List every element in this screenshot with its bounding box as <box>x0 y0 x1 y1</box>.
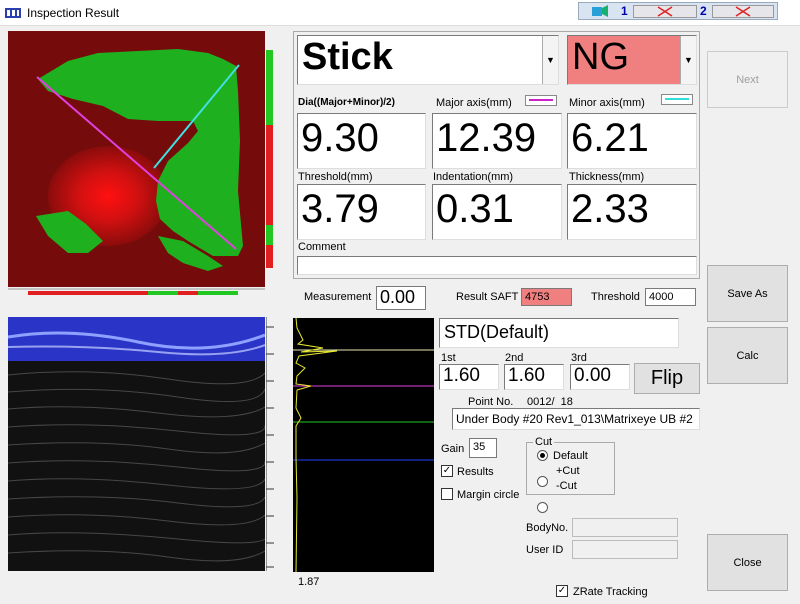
cut-plus-radio[interactable] <box>537 476 548 487</box>
gain-label: Gain <box>441 443 465 455</box>
comment-label: Comment <box>298 241 346 253</box>
results-checkbox-label: Results <box>457 466 494 478</box>
thickness-label: Thickness(mm) <box>569 171 645 183</box>
major-axis-swatch <box>525 95 557 106</box>
ascan-signal[interactable] <box>293 318 434 572</box>
third-input[interactable]: 0.00 <box>570 364 630 390</box>
chevron-down-icon[interactable]: ▼ <box>542 36 558 84</box>
threshold-label: Threshold(mm) <box>298 171 373 183</box>
saft-label: Result SAFT <box>456 291 519 303</box>
threshold-value: 3.79 <box>297 184 426 240</box>
indentation-label: Indentation(mm) <box>433 171 514 183</box>
third-label: 3rd <box>571 352 587 364</box>
probe-icon <box>592 5 608 17</box>
userid-label: User ID <box>526 544 564 556</box>
cscan-horizontal-profile <box>8 288 265 295</box>
close-button[interactable]: Close <box>707 534 788 591</box>
cut-plus-label: +Cut <box>556 465 580 477</box>
second-input[interactable]: 1.60 <box>504 364 564 390</box>
disconnected-icon <box>735 6 751 17</box>
margin-circle-label: Margin circle <box>457 489 520 501</box>
point-value: 0012/ 18 <box>527 396 573 408</box>
judgment-value: NG <box>572 36 629 78</box>
dia-value: 9.30 <box>297 113 426 169</box>
std-value[interactable]: STD(Default) <box>439 318 679 348</box>
disconnected-icon <box>657 6 673 17</box>
zrate-tracking-checkbox[interactable]: ✓ <box>556 585 568 597</box>
result-group <box>293 31 700 279</box>
bodyno-input[interactable] <box>572 518 678 537</box>
saft-threshold-label: Threshold <box>591 291 640 303</box>
chevron-down-icon[interactable]: ▼ <box>680 36 696 84</box>
next-button[interactable]: Next <box>707 51 788 108</box>
thickness-value: 2.33 <box>567 184 697 240</box>
minor-axis-label: Minor axis(mm) <box>569 97 645 109</box>
type-dropdown[interactable]: Stick ▼ <box>297 35 559 85</box>
app-icon <box>5 8 21 18</box>
minor-axis-value: 6.21 <box>567 113 697 169</box>
slot-2-label: 2 <box>700 4 707 18</box>
depth-ruler <box>266 317 274 571</box>
saft-threshold-input[interactable]: 4000 <box>645 288 696 306</box>
ascan-bottom-value: 1.87 <box>298 576 320 588</box>
cscan-image[interactable] <box>8 31 265 287</box>
path-field[interactable]: Under Body #20 Rev1_013\Matrixeye UB #2 <box>452 408 700 430</box>
probe-status-bar: 1 2 <box>578 2 778 20</box>
comment-input[interactable] <box>297 256 697 275</box>
bscan-image[interactable] <box>8 317 265 571</box>
major-axis-label: Major axis(mm) <box>436 97 512 109</box>
save-as-button[interactable]: Save As <box>707 265 788 322</box>
dia-label: Dia((Major+Minor)/2) <box>298 97 395 108</box>
cut-default-radio[interactable] <box>537 450 548 461</box>
slot-1-label: 1 <box>621 4 628 18</box>
title-bar: Inspection Result 1 2 <box>0 0 800 26</box>
judgment-dropdown[interactable]: NG ▼ <box>567 35 697 85</box>
calc-button[interactable]: Calc <box>707 327 788 384</box>
first-input[interactable]: 1.60 <box>439 364 499 390</box>
saft-value: 4753 <box>521 288 572 306</box>
measurement-label: Measurement <box>304 291 372 303</box>
cut-minus-label: -Cut <box>556 480 577 492</box>
type-value: Stick <box>302 36 393 78</box>
second-label: 2nd <box>505 352 524 364</box>
margin-circle-checkbox[interactable] <box>441 488 453 500</box>
cut-minus-radio[interactable] <box>537 502 548 513</box>
bodyno-label: BodyNo. <box>526 522 569 534</box>
cscan-vertical-profile <box>266 50 273 268</box>
cut-default-label: Default <box>553 450 588 462</box>
window-title: Inspection Result <box>27 6 120 20</box>
cut-group <box>526 442 615 495</box>
measurement-input[interactable]: 0.00 <box>376 286 426 310</box>
indentation-value: 0.31 <box>432 184 562 240</box>
cut-label: Cut <box>533 436 555 448</box>
slot-2-status[interactable] <box>712 5 774 18</box>
results-checkbox[interactable]: ✓ <box>441 465 453 477</box>
gain-input[interactable]: 35 <box>469 438 497 458</box>
userid-input[interactable] <box>572 540 678 559</box>
major-axis-value: 12.39 <box>432 113 562 169</box>
zrate-tracking-label: ZRate Tracking <box>573 586 648 598</box>
first-label: 1st <box>441 352 456 364</box>
flip-button[interactable]: Flip <box>634 363 700 394</box>
slot-1-status[interactable] <box>633 5 697 18</box>
point-label: Point No. <box>468 396 514 408</box>
minor-axis-swatch <box>661 94 693 105</box>
